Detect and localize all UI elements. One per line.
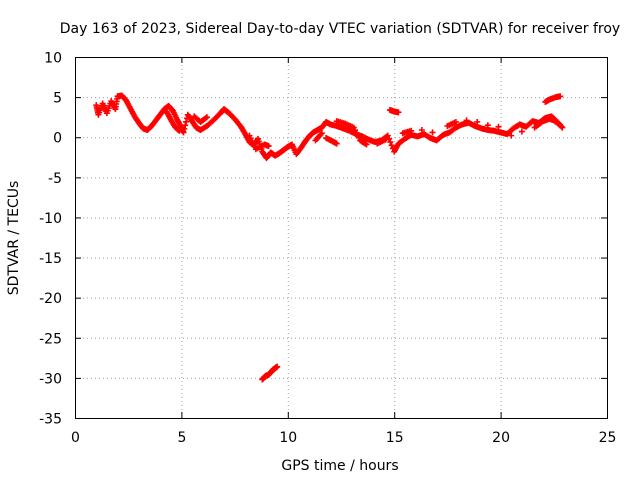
data-point — [382, 136, 389, 143]
data-point — [175, 127, 182, 134]
y-tick-label: -20 — [39, 291, 62, 307]
chart-title: Day 163 of 2023, Sidereal Day-to-day VTE… — [60, 21, 620, 37]
series-main-trace — [93, 92, 566, 162]
data-point — [176, 127, 183, 134]
x-axis-label: GPS time / hours — [281, 458, 398, 474]
plot-frame — [75, 57, 608, 419]
data-point — [181, 125, 188, 132]
y-tick-label: 0 — [53, 131, 62, 147]
data-point — [363, 141, 370, 148]
data-point — [182, 122, 189, 129]
x-tick-label: 0 — [71, 430, 80, 446]
data-point — [203, 114, 210, 121]
x-tick-label: 25 — [599, 430, 617, 446]
data-point — [387, 139, 394, 146]
x-tick-label: 5 — [177, 430, 186, 446]
axes — [75, 57, 608, 419]
grid — [75, 57, 607, 418]
data-point — [384, 132, 391, 139]
y-tick-label: -35 — [39, 412, 62, 428]
data-point — [180, 129, 187, 136]
data-point — [452, 118, 459, 125]
data-point — [474, 118, 481, 125]
data-point — [557, 122, 564, 129]
data-point — [318, 130, 325, 137]
y-tick-label: -5 — [48, 171, 62, 187]
y-tick-label: -15 — [39, 251, 62, 267]
x-tick-label: 10 — [279, 430, 297, 446]
series-isolated-clusters — [323, 93, 564, 147]
data-point — [429, 129, 436, 136]
data-point — [557, 93, 564, 100]
series-outlier — [259, 363, 281, 383]
data-point — [508, 132, 515, 139]
ticks: 0 5 10 15 20 25 -35 -30 -25 -20 -15 -10 -5 0 5 10 — [39, 51, 616, 447]
y-tick-label: 10 — [44, 51, 62, 67]
data-point — [386, 135, 393, 142]
y-tick-label: -25 — [39, 331, 62, 347]
y-axis-label: SDTVAR / TECUs — [6, 181, 22, 296]
data-point — [333, 140, 340, 147]
data-point — [388, 142, 395, 149]
y-tick-label: 5 — [53, 91, 62, 107]
y-tick-label: -10 — [39, 211, 62, 227]
data-point — [418, 127, 425, 134]
series-second-branch — [163, 108, 564, 153]
data-point — [484, 122, 491, 129]
x-tick-label: 15 — [386, 430, 404, 446]
data-point — [463, 117, 470, 124]
data-point — [495, 123, 502, 130]
data-point — [183, 118, 190, 125]
data-point — [265, 143, 272, 150]
x-tick-label: 20 — [492, 430, 510, 446]
data-point — [408, 127, 415, 134]
data-points — [93, 92, 566, 383]
data-point — [395, 109, 402, 116]
y-tick-label: -30 — [39, 371, 62, 387]
data-point — [274, 363, 281, 370]
data-point — [518, 128, 525, 135]
